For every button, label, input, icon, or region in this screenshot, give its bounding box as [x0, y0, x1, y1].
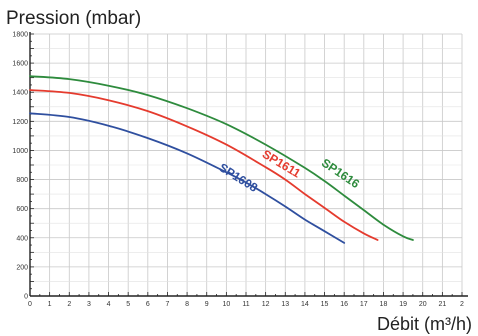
y-tick-label: 1400	[12, 90, 28, 97]
x-tick-label: 0	[28, 301, 32, 308]
x-tick-label: 2	[67, 301, 71, 308]
x-tick-label: 10	[222, 301, 230, 308]
x-tick-label: 12	[262, 301, 270, 308]
x-tick-label: 13	[281, 301, 289, 308]
series-line-sp1608	[29, 112, 346, 244]
x-tick-label: 1	[48, 301, 52, 308]
x-tick-label: 4	[107, 301, 111, 308]
series-lines	[29, 75, 414, 244]
x-tick-label: 3	[87, 301, 91, 308]
y-tick-label: 200	[16, 264, 28, 271]
x-tick-label: 15	[321, 301, 329, 308]
x-tick-label: 14	[301, 301, 309, 308]
x-tick-label: 18	[380, 301, 388, 308]
x-tick-label: 6	[146, 301, 150, 308]
y-tick-label: 1200	[12, 119, 28, 126]
x-tick-label: 16	[340, 301, 348, 308]
series-line-sp1616	[29, 75, 414, 241]
x-tick-label: 17	[360, 301, 368, 308]
x-tick-label: 7	[166, 301, 170, 308]
y-tick-label: 400	[16, 235, 28, 242]
series-line-sp1611	[29, 89, 379, 241]
x-tick-label: 11	[242, 301, 249, 308]
x-tick-label: 19	[399, 301, 407, 308]
x-tick-label: 2	[460, 301, 464, 308]
x-tick-label: 5	[126, 301, 130, 308]
x-tick-label: 9	[205, 301, 209, 308]
y-tick-label: 800	[16, 177, 28, 184]
y-tick-label: 0	[24, 294, 28, 301]
x-tick-label: 21	[438, 301, 446, 308]
y-tick-label: 600	[16, 206, 28, 213]
y-tick-label: 1800	[12, 32, 28, 39]
y-axis-title: Pression (mbar)	[6, 8, 141, 29]
y-tick-label: 1600	[12, 61, 28, 68]
x-tick-label: 8	[185, 301, 189, 308]
grid	[30, 33, 463, 296]
y-tick-label: 1000	[12, 148, 28, 155]
x-axis-title: Débit (m³/h)	[377, 314, 472, 334]
x-tick-label: 20	[419, 301, 427, 308]
